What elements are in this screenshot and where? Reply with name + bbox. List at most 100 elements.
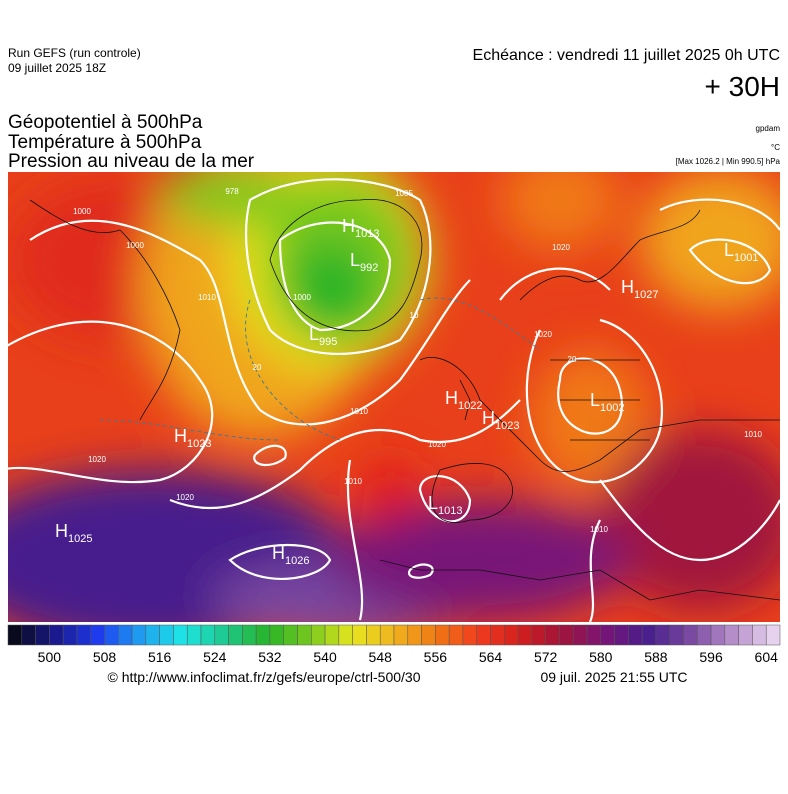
colorbar-cell bbox=[738, 624, 753, 646]
colorbar-cell bbox=[35, 624, 50, 646]
colorbar-cell bbox=[559, 624, 574, 646]
colorbar-tick-label: 596 bbox=[699, 649, 723, 665]
colorbar-tick-label: 508 bbox=[93, 649, 117, 665]
contour-label: 20 bbox=[568, 355, 577, 364]
colorbar-cell bbox=[366, 624, 381, 646]
center-value: 1027 bbox=[634, 289, 658, 301]
colorbar-tick-label: 572 bbox=[534, 649, 558, 665]
colorbar-cell bbox=[62, 624, 78, 646]
map bbox=[8, 172, 780, 622]
center-value: 992 bbox=[360, 262, 378, 274]
colorbar-cell bbox=[311, 624, 326, 646]
contour-label: 1010 bbox=[344, 477, 362, 486]
center-letter: H bbox=[445, 388, 458, 408]
center-value: 1023 bbox=[187, 438, 211, 450]
pressure-center: L992 bbox=[350, 250, 378, 274]
colorbar-cell bbox=[214, 624, 229, 646]
field-title: Température à 500hPa bbox=[8, 132, 202, 153]
colorbar-cell bbox=[724, 624, 739, 646]
colorbar-tick-label: 556 bbox=[424, 649, 448, 665]
colorbar-cell bbox=[462, 624, 477, 646]
contour-label: 1005 bbox=[395, 189, 413, 198]
field-title: Géopotentiel à 500hPa bbox=[8, 112, 203, 133]
colorbar-cell bbox=[379, 624, 395, 646]
colorbar-cell bbox=[393, 624, 409, 646]
colorbar-tick-label: 588 bbox=[644, 649, 668, 665]
source-url: © http://www.infoclimat.fr/z/gefs/europe… bbox=[107, 669, 420, 685]
colorbar-cell bbox=[421, 624, 436, 646]
colorbar-cell bbox=[697, 624, 712, 646]
contour-label: 1020 bbox=[534, 330, 552, 339]
colorbar-tick-label: 580 bbox=[589, 649, 613, 665]
colorbar-cell bbox=[490, 624, 505, 646]
center-value: 1013 bbox=[438, 505, 462, 517]
center-letter: H bbox=[272, 543, 285, 563]
colorbar-cell bbox=[683, 624, 698, 646]
colorbar-cell bbox=[586, 624, 602, 646]
colorbar-tick-label: 516 bbox=[148, 649, 172, 665]
center-letter: H bbox=[621, 277, 634, 297]
center-letter: L bbox=[350, 250, 360, 270]
colorbar-cell bbox=[200, 624, 216, 646]
contour-label: 10 bbox=[410, 311, 419, 320]
colorbar-cell bbox=[269, 624, 284, 646]
center-value: 1026 bbox=[285, 555, 309, 567]
colorbar-cell bbox=[641, 624, 657, 646]
center-letter: L bbox=[590, 390, 600, 410]
contour-label: 1000 bbox=[73, 207, 91, 216]
colorbar-tick-label: 524 bbox=[203, 649, 227, 665]
center-letter: L bbox=[309, 324, 319, 344]
pressure-center: L1002 bbox=[590, 390, 625, 414]
colorbar-cell bbox=[159, 624, 174, 646]
colorbar-cell bbox=[228, 624, 243, 646]
run-title: Run GEFS (run controle) bbox=[8, 46, 141, 60]
contour-label: 20 bbox=[253, 363, 262, 372]
center-value: 1013 bbox=[355, 228, 379, 240]
contour-label: 1020 bbox=[552, 243, 570, 252]
center-letter: H bbox=[482, 408, 495, 428]
colorbar-cell bbox=[173, 624, 188, 646]
pressure-center: H1023 bbox=[174, 426, 211, 450]
colorbar-cell bbox=[186, 624, 202, 646]
colorbar-cell bbox=[118, 624, 133, 646]
colorbar-cell bbox=[21, 624, 36, 646]
colorbar-cell bbox=[352, 624, 367, 646]
colorbar-cell bbox=[435, 624, 450, 646]
valid-time: Echéance : vendredi 11 juillet 2025 0h U… bbox=[473, 47, 780, 64]
colorbar-cell bbox=[297, 624, 312, 646]
center-letter: H bbox=[174, 426, 187, 446]
center-letter: L bbox=[724, 240, 734, 260]
colorbar-cell bbox=[628, 624, 643, 646]
colorbar-cell bbox=[476, 624, 491, 646]
pressure-range: [Max 1026.2 | Min 990.5] hPa bbox=[676, 157, 781, 166]
contour-label: 1000 bbox=[293, 293, 311, 302]
colorbar-cell bbox=[572, 624, 588, 646]
colorbar-cell bbox=[76, 624, 91, 646]
center-value: 1001 bbox=[734, 252, 758, 264]
colorbar-cell bbox=[145, 624, 160, 646]
colorbar-cell bbox=[655, 624, 670, 646]
colorbar-tick-label: 540 bbox=[313, 649, 337, 665]
center-value: 1022 bbox=[458, 400, 482, 412]
colorbar-cell bbox=[504, 624, 519, 646]
colorbar-cell bbox=[765, 624, 781, 646]
generated-time: 09 juil. 2025 21:55 UTC bbox=[540, 669, 687, 685]
contour-label: 1020 bbox=[88, 455, 106, 464]
center-value: 995 bbox=[319, 336, 337, 348]
pressure-center: H1027 bbox=[621, 277, 658, 301]
colorbar-cell bbox=[531, 624, 546, 646]
colorbar-cell bbox=[752, 624, 767, 646]
contour-label: 1020 bbox=[176, 493, 194, 502]
colorbar-cell bbox=[614, 624, 629, 646]
pressure-center: H1013 bbox=[342, 216, 379, 240]
center-value: 1002 bbox=[600, 402, 624, 414]
colorbar-tick-label: 548 bbox=[369, 649, 393, 665]
colorbar-cell bbox=[669, 624, 684, 646]
center-value: 1023 bbox=[495, 420, 519, 432]
colorbar-tick-label: 500 bbox=[38, 649, 62, 665]
colorbar-cell bbox=[448, 624, 464, 646]
unit-label: gpdam bbox=[756, 124, 781, 133]
contour-label: 1020 bbox=[428, 440, 446, 449]
colorbar-cell bbox=[104, 624, 119, 646]
